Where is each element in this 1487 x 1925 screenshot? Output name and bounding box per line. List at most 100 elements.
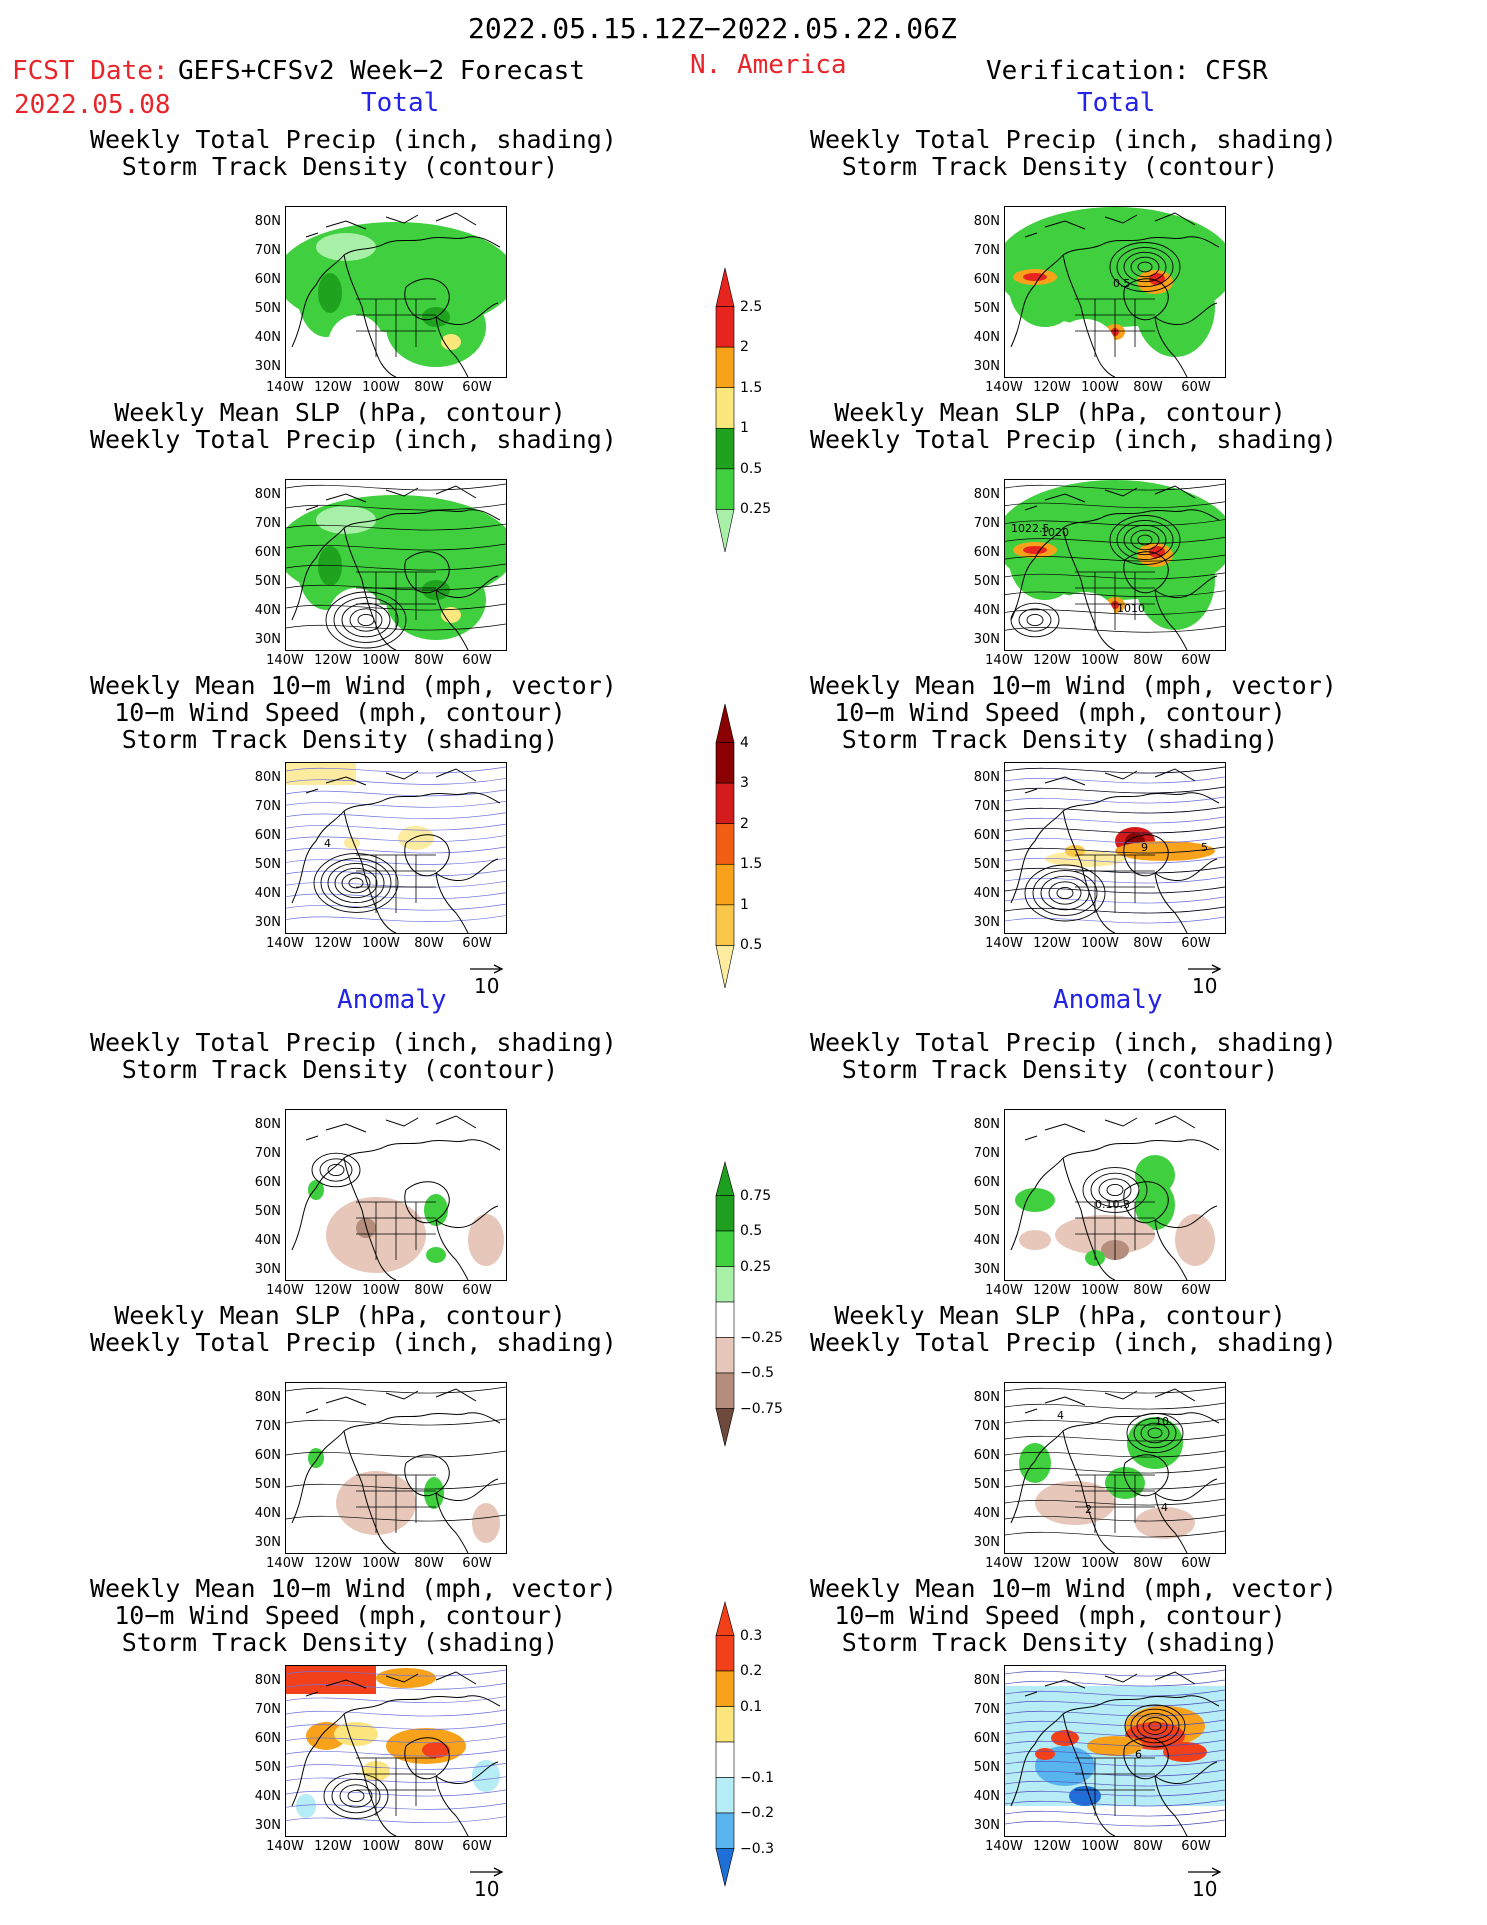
map-canvas: 4 10 2 4 — [1005, 1383, 1225, 1553]
lon-tick-label: 80W — [414, 653, 444, 668]
lat-tick-label: 80N — [973, 214, 1000, 229]
lon-tick-label: 80W — [414, 1556, 444, 1571]
lon-tick-label: 60W — [1181, 653, 1211, 668]
map-canvas — [286, 1666, 506, 1836]
colorbar-tick-label: −0.75 — [740, 1400, 783, 1417]
lon-tick-label: 60W — [462, 380, 492, 395]
lat-tick-label: 30N — [973, 1818, 1000, 1833]
colorbar-tick-label: −0.2 — [740, 1805, 774, 1821]
lat-tick-label: 80N — [973, 770, 1000, 785]
colorbar-tick-label: 0.25 — [740, 1258, 772, 1275]
colorbar-tick-label: 4 — [740, 734, 749, 751]
lat-tick-label: 70N — [254, 516, 281, 531]
lon-tick-label: 140W — [985, 1839, 1023, 1854]
lon-tick-label: 140W — [985, 936, 1023, 951]
colorbar-tick-label: 0.25 — [740, 501, 772, 518]
lat-tick-label: 70N — [254, 1146, 281, 1161]
fcst-total-precip-title: Weekly Total Precip (inch, shading) Stor… — [90, 126, 617, 180]
arrow-right-icon — [1188, 1867, 1222, 1877]
lat-tick-label: 70N — [254, 243, 281, 258]
lon-tick-label: 60W — [462, 936, 492, 951]
lat-tick-label: 60N — [254, 545, 281, 560]
contour-label: 4 — [1057, 1409, 1064, 1422]
fcst-date-value: 2022.05.08 — [14, 90, 171, 120]
colorbar-tick-label: 1.5 — [740, 379, 763, 396]
title-line: Weekly Mean SLP (hPa, contour) — [834, 398, 1286, 427]
lon-tick-label: 120W — [1033, 936, 1071, 951]
lon-tick-label: 140W — [985, 380, 1023, 395]
lat-tick-label: 50N — [254, 574, 281, 589]
lon-tick-label: 60W — [1181, 1839, 1211, 1854]
lon-tick-label: 100W — [1081, 1556, 1119, 1571]
lat-tick-label: 40N — [973, 330, 1000, 345]
arrow-right-icon — [1188, 964, 1222, 974]
fcst-anom-wind-map — [285, 1665, 507, 1837]
contour-label: 0.5 — [1113, 277, 1131, 290]
lon-tick-label: 80W — [1133, 380, 1163, 395]
lat-tick-label: 30N — [973, 915, 1000, 930]
verif-anom-slp-title: Weekly Mean SLP (hPa, contour) Weekly To… — [810, 1302, 1337, 1357]
title-line: Weekly Total Precip (inch, shading) — [810, 425, 1337, 454]
vector-reference-fcst-total: 10 — [468, 962, 508, 998]
lat-tick-label: 60N — [973, 1175, 1000, 1190]
title-line: 10−m Wind Speed (mph, contour) — [114, 698, 566, 727]
title-line: Storm Track Density (shading) — [841, 725, 1279, 754]
map-canvas: 4 — [286, 763, 506, 933]
lat-tick-label: 30N — [973, 1535, 1000, 1550]
lon-tick-label: 100W — [1081, 1839, 1119, 1854]
lon-tick-label: 80W — [414, 1839, 444, 1854]
vector-reference-value: 10 — [1192, 974, 1218, 998]
lat-tick-label: 60N — [973, 272, 1000, 287]
lat-tick-label: 60N — [254, 828, 281, 843]
lat-tick-label: 50N — [973, 574, 1000, 589]
title-line: Weekly Total Precip (inch, shading) — [810, 1328, 1337, 1357]
colorbar-tick-label: 0.2 — [740, 1663, 763, 1679]
colorbar-storm-total — [715, 703, 735, 989]
lat-tick-label: 40N — [973, 1506, 1000, 1521]
lat-tick-label: 40N — [254, 1506, 281, 1521]
contour-label: 9 — [1141, 841, 1148, 854]
lon-tick-label: 80W — [1133, 1556, 1163, 1571]
lat-tick-label: 40N — [973, 603, 1000, 618]
lat-tick-label: 70N — [254, 799, 281, 814]
contour-label: 5 — [1201, 841, 1208, 854]
lon-tick-label: 140W — [266, 380, 304, 395]
lat-tick-label: 50N — [973, 857, 1000, 872]
title-line: Weekly Mean 10−m Wind (mph, vector) — [90, 1574, 617, 1603]
lon-tick-label: 140W — [985, 653, 1023, 668]
map-canvas: 0.5 — [1005, 207, 1225, 377]
lon-tick-label: 120W — [314, 653, 352, 668]
lat-tick-label: 50N — [254, 857, 281, 872]
title-line: Weekly Mean 10−m Wind (mph, vector) — [810, 1574, 1337, 1603]
lon-tick-label: 100W — [362, 936, 400, 951]
map-canvas — [286, 207, 506, 377]
lon-tick-label: 120W — [314, 1839, 352, 1854]
fcst-total-wind-title: Weekly Mean 10−m Wind (mph, vector) 10−m… — [90, 672, 617, 753]
lon-tick-label: 60W — [1181, 936, 1211, 951]
region-label: N. America — [690, 50, 847, 80]
section-anomaly-forecast: Anomaly — [337, 985, 447, 1015]
fcst-anom-slp-map — [285, 1382, 507, 1554]
colorbar-tick-label: 3 — [740, 775, 749, 792]
colorbar-tick-label: −0.3 — [740, 1840, 774, 1857]
lon-tick-label: 140W — [266, 936, 304, 951]
fcst-product-label: GEFS+CFSv2 Week−2 Forecast — [178, 56, 585, 86]
contour-label: 4 — [324, 837, 331, 850]
lat-tick-label: 40N — [254, 1789, 281, 1804]
lon-tick-label: 100W — [1081, 380, 1119, 395]
lat-tick-label: 30N — [254, 915, 281, 930]
title-line: Weekly Total Precip (inch, shading) — [810, 1028, 1337, 1057]
fcst-total-wind-map: 4 — [285, 762, 507, 934]
lat-tick-label: 80N — [254, 214, 281, 229]
colorbar-tick-label: −0.25 — [740, 1329, 783, 1346]
colorbar-storm-anom — [715, 1600, 735, 1887]
lon-tick-label: 120W — [314, 380, 352, 395]
colorbar-tick-label: −0.1 — [740, 1769, 774, 1786]
title-line: Storm Track Density (shading) — [121, 1628, 559, 1657]
lon-tick-label: 140W — [985, 1283, 1023, 1298]
lat-tick-label: 80N — [973, 1117, 1000, 1132]
lon-tick-label: 120W — [1033, 1283, 1071, 1298]
colorbar-precip-total — [715, 267, 735, 553]
arrow-right-icon — [470, 964, 504, 974]
